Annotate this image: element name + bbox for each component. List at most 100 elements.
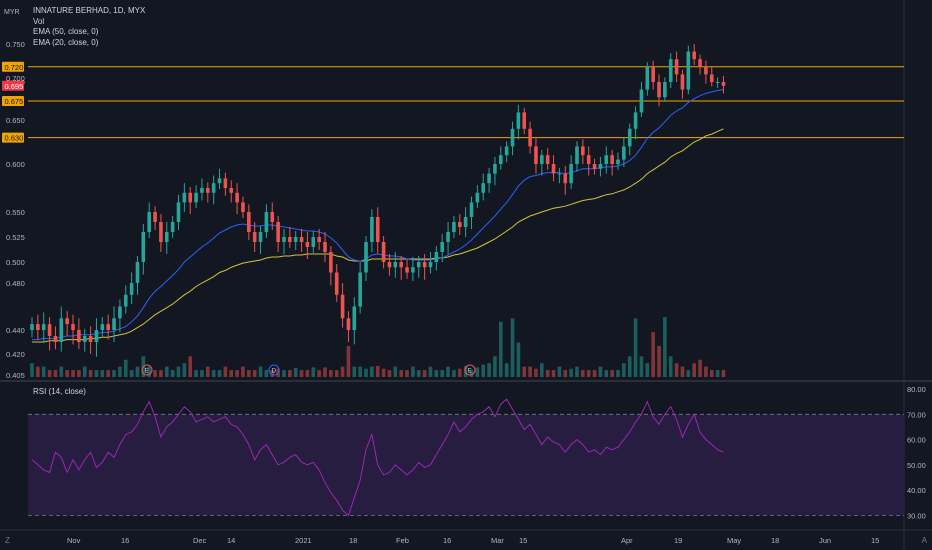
last-price-label: 0.695 <box>5 82 24 91</box>
time-tick-label: 16 <box>443 536 451 545</box>
auto-scale-button[interactable]: A <box>921 536 927 545</box>
currency-label: MYR <box>4 9 20 16</box>
volume-bar <box>94 370 99 377</box>
volume-bar <box>36 366 40 377</box>
volume-bar <box>241 366 245 377</box>
volume-bar <box>575 366 579 377</box>
candle-body <box>94 330 99 342</box>
candle-body <box>170 222 175 232</box>
candle-body <box>346 318 351 330</box>
candle-body <box>686 51 691 90</box>
candle-body <box>30 324 34 330</box>
volume-bar <box>147 366 151 377</box>
volume-bar <box>680 366 685 377</box>
volume-bar <box>123 359 128 377</box>
candle-body <box>305 242 310 247</box>
volume-bar <box>299 370 304 377</box>
level-badge-2 <box>2 132 24 143</box>
last-price-badge <box>2 80 24 91</box>
volume-bar <box>182 363 187 377</box>
candle-body <box>645 66 650 90</box>
volume-bar <box>288 370 292 377</box>
candle-body <box>258 232 263 242</box>
volume-bar <box>329 370 333 377</box>
time-tick-label: 19 <box>674 536 682 545</box>
candle-body <box>569 164 573 184</box>
indicator-vol[interactable]: Vol <box>33 16 45 26</box>
candle-body <box>411 267 415 273</box>
rsi-band <box>28 414 904 516</box>
volume-bar <box>422 370 427 377</box>
volume-bar <box>686 370 691 377</box>
volume-bar <box>504 363 509 377</box>
volume-bar <box>674 363 679 377</box>
volume-bar <box>551 370 556 377</box>
volume-bar <box>47 370 52 377</box>
volume-bar <box>352 366 357 377</box>
candle-body <box>592 164 597 169</box>
volume-bar <box>53 370 58 377</box>
timezone-button[interactable]: Z <box>5 536 10 545</box>
volume-bar <box>346 345 351 377</box>
event-marker-1 <box>268 364 280 376</box>
volume-bar <box>540 363 544 377</box>
candle-body <box>616 159 620 164</box>
candle-body <box>112 318 116 330</box>
volume-bar <box>469 370 474 377</box>
time-tick-label: 18 <box>349 536 357 545</box>
candle-body <box>235 192 239 203</box>
candle-body <box>405 267 409 273</box>
candle-body <box>247 212 251 232</box>
candle-body <box>709 74 714 82</box>
candle-body <box>334 272 339 295</box>
indicator-ema20[interactable]: EMA (20, close, 0) <box>33 37 99 47</box>
candle-body <box>393 262 398 268</box>
candle-body <box>206 188 210 193</box>
candle-body <box>194 192 198 203</box>
rsi-tick-label: 80.00 <box>907 385 926 394</box>
candle-body <box>270 212 275 222</box>
volume-bar <box>704 366 708 377</box>
time-tick-label: Jun <box>819 536 831 545</box>
volume-bar <box>264 370 269 377</box>
volume-bar <box>586 370 591 377</box>
candle-body <box>288 237 292 242</box>
time-tick-label: 14 <box>227 536 235 545</box>
candle-body <box>598 164 603 169</box>
candle-body <box>100 324 105 330</box>
volume-bar <box>651 332 655 377</box>
volume-bar <box>82 366 87 377</box>
time-tick-label: 18 <box>771 536 779 545</box>
volume-bar <box>77 370 81 377</box>
candle-body <box>551 164 556 174</box>
candle-body <box>540 155 544 164</box>
rsi-line <box>31 398 724 517</box>
event-marker-0 <box>141 364 153 376</box>
volume-bar <box>381 368 386 377</box>
candle-body <box>123 294 128 307</box>
rsi-tick-label: 70.00 <box>907 410 926 419</box>
rsi-tick-label: 40.00 <box>907 486 926 495</box>
volume-bar <box>305 370 310 377</box>
volume-bar <box>592 370 597 377</box>
candle-body <box>428 262 433 268</box>
candle-body <box>668 59 673 82</box>
volume-bar <box>217 370 222 377</box>
candle-body <box>657 82 661 98</box>
rsi-tick-label: 30.00 <box>907 511 926 520</box>
candle-body <box>71 324 75 330</box>
indicator-ema50[interactable]: EMA (50, close, 0) <box>33 27 99 36</box>
candle-body <box>147 212 151 232</box>
candle-body <box>323 242 327 252</box>
candle-body <box>329 252 333 273</box>
candle-body <box>252 232 257 242</box>
symbol-title[interactable]: INNATURE BERHAD, 1D, MYX <box>33 6 146 15</box>
candle-body <box>692 51 696 60</box>
rsi-title[interactable]: RSI (14, close) <box>33 387 86 396</box>
volume-bar <box>211 370 216 377</box>
candle-body <box>65 318 69 325</box>
candle-body <box>633 112 638 129</box>
price-tick-label: 0.650 <box>6 116 25 125</box>
candle-body <box>53 336 58 342</box>
